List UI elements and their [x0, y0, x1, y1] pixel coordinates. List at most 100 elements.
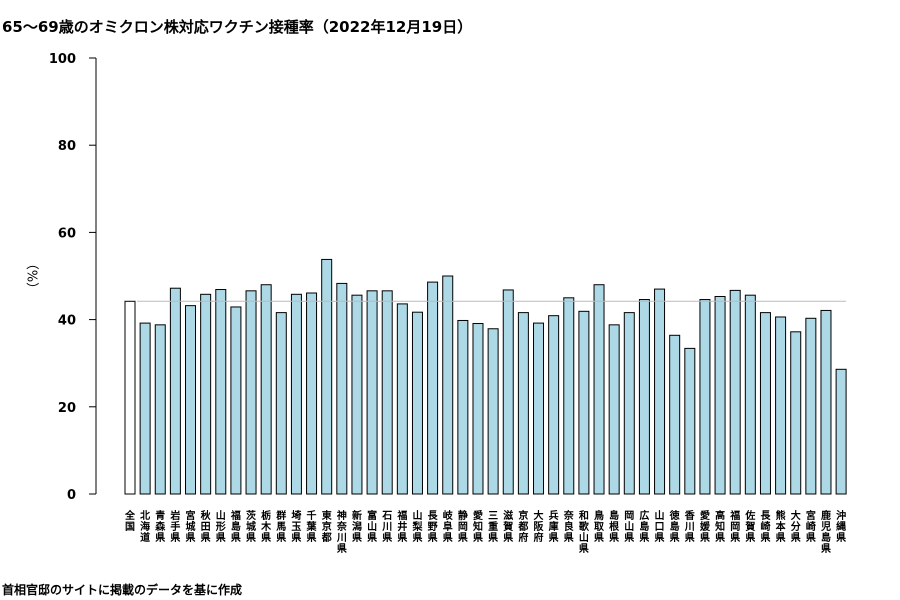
bar [290, 293, 302, 495]
svg-text:県: 県 [730, 531, 740, 544]
x-tick-label: 高知県 [714, 509, 725, 544]
svg-text:児: 児 [820, 520, 831, 533]
svg-text:山: 山 [624, 520, 634, 533]
svg-text:賀: 賀 [744, 520, 755, 533]
bar [245, 290, 257, 495]
x-tick-label: 山梨県 [411, 509, 423, 544]
svg-text:県: 県 [397, 531, 407, 544]
bar [139, 322, 151, 495]
svg-text:県: 県 [655, 531, 665, 544]
svg-text:県: 県 [246, 531, 256, 544]
svg-text:山: 山 [579, 531, 589, 544]
x-tick-label: 千葉県 [306, 509, 318, 544]
svg-text:分: 分 [791, 520, 801, 533]
bar [260, 284, 272, 495]
x-tick-label: 愛知県 [472, 509, 483, 544]
chart-title: 65〜69歳のオミクロン株対応ワクチン接種率（2022年12月19日） [2, 18, 473, 36]
svg-text:島: 島 [670, 520, 680, 533]
svg-text:県: 県 [639, 531, 649, 544]
x-tick-label: 大分県 [791, 509, 801, 544]
bar [593, 284, 605, 495]
svg-text:県: 県 [624, 531, 634, 544]
svg-text:庫: 庫 [549, 520, 559, 533]
x-tick-label: 熊本県 [776, 509, 787, 544]
bar [200, 293, 212, 495]
bar [306, 292, 318, 495]
svg-text:城: 城 [246, 520, 256, 533]
bar [169, 287, 181, 495]
bars [124, 258, 847, 495]
svg-text:福: 福 [396, 509, 407, 522]
svg-text:井: 井 [397, 520, 407, 533]
x-axis-labels: 全国北海道青森県岩手県宮城県秋田県山形県福島県茨城県栃木県群馬県埼玉県千葉県東京… [124, 509, 846, 555]
svg-text:徳: 徳 [669, 509, 680, 522]
svg-text:京: 京 [322, 520, 332, 533]
svg-text:県: 県 [594, 531, 604, 544]
bar [578, 310, 590, 495]
svg-text:県: 県 [564, 531, 574, 544]
bar [487, 328, 499, 495]
svg-text:鹿: 鹿 [821, 509, 831, 522]
bar [669, 334, 681, 495]
svg-text:森: 森 [154, 520, 166, 533]
svg-text:根: 根 [609, 520, 619, 533]
svg-text:神: 神 [337, 509, 347, 522]
svg-text:県: 県 [307, 531, 317, 544]
bar [351, 294, 363, 495]
svg-text:木: 木 [260, 520, 272, 533]
x-tick-label: 全国 [124, 509, 136, 533]
x-tick-label: 島根県 [609, 509, 619, 544]
bar [275, 312, 287, 495]
svg-text:岩: 岩 [169, 509, 180, 522]
x-tick-label: 東京都 [321, 509, 332, 544]
svg-text:重: 重 [488, 520, 498, 533]
bar [638, 299, 650, 495]
svg-text:大: 大 [534, 509, 544, 522]
bar [563, 297, 575, 495]
bar [775, 316, 787, 495]
svg-text:東: 東 [322, 509, 332, 522]
svg-text:県: 県 [549, 531, 559, 544]
bar [684, 347, 696, 495]
x-tick-label: 京都府 [517, 509, 528, 544]
bar [215, 289, 227, 495]
svg-text:宮: 宮 [806, 509, 816, 522]
x-tick-label: 富山県 [367, 509, 377, 544]
svg-text:県: 県 [488, 531, 498, 544]
svg-text:石: 石 [381, 510, 392, 522]
svg-text:栃: 栃 [261, 509, 271, 522]
x-tick-label: 長崎県 [760, 510, 771, 544]
svg-text:県: 県 [685, 531, 695, 544]
svg-text:福: 福 [729, 509, 740, 522]
bar [517, 312, 529, 495]
svg-text:手: 手 [170, 520, 180, 533]
bar [381, 290, 393, 495]
x-tick-label: 愛媛県 [699, 509, 711, 544]
svg-text:秋: 秋 [201, 509, 212, 522]
x-tick-label: 三重県 [488, 510, 498, 544]
y-axis: 0 20 40 60 80 100 [49, 52, 97, 503]
x-tick-label: 香川県 [684, 509, 695, 544]
y-tick-label: 40 [58, 314, 76, 329]
svg-text:口: 口 [655, 522, 665, 533]
svg-text:県: 県 [836, 531, 846, 544]
bar [185, 305, 197, 495]
svg-text:長: 長 [428, 510, 439, 522]
x-tick-label: 北海道 [140, 509, 150, 544]
svg-text:島: 島 [639, 520, 649, 533]
bar [502, 289, 514, 495]
svg-text:都: 都 [321, 531, 332, 544]
svg-text:県: 県 [760, 531, 770, 544]
y-tick-label: 60 [58, 226, 76, 241]
svg-text:県: 県 [155, 531, 165, 544]
svg-text:高: 高 [715, 509, 725, 522]
svg-text:島: 島 [609, 509, 619, 522]
svg-text:県: 県 [428, 531, 438, 544]
svg-text:県: 県 [276, 531, 286, 544]
svg-text:川: 川 [381, 521, 392, 533]
svg-text:崎: 崎 [760, 520, 770, 533]
